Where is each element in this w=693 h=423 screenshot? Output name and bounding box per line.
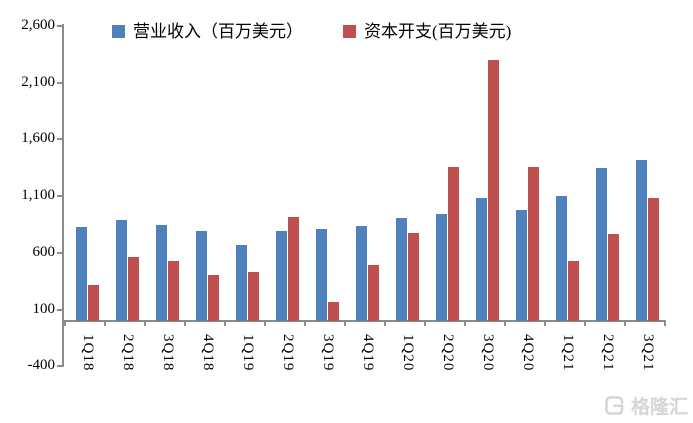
watermark: 格隆汇 — [602, 392, 688, 419]
capex-bar — [128, 257, 139, 321]
x-axis-label: 4Q20 — [520, 334, 536, 372]
watermark-text: 格隆汇 — [630, 397, 688, 418]
x-axis-label: 4Q18 — [200, 334, 216, 372]
gelonghui-logo-icon — [602, 393, 627, 418]
y-tick — [57, 251, 62, 254]
x-axis-label: 2Q19 — [280, 334, 296, 372]
capex-bar — [248, 272, 259, 321]
y-tick — [57, 308, 62, 311]
legend-swatch-icon — [112, 25, 125, 38]
x-tick — [463, 321, 466, 326]
capex-bar — [408, 233, 419, 321]
capex-bar — [288, 216, 299, 321]
revenue-bar — [476, 198, 487, 321]
chart-legend: 营业收入（百万美元） 资本开支(百万美元) — [112, 23, 511, 40]
y-tick — [57, 365, 62, 368]
x-axis-label: 2Q20 — [440, 334, 456, 372]
x-tick — [223, 321, 226, 326]
legend-label: 营业收入（百万美元） — [133, 22, 303, 41]
capex-bar — [208, 275, 219, 321]
x-axis-label: 2Q21 — [600, 334, 616, 372]
revenue-bar — [156, 224, 167, 321]
revenue-bar — [516, 209, 527, 321]
x-axis-label: 1Q18 — [80, 334, 96, 372]
y-tick — [57, 138, 62, 141]
y-axis-label: -400 — [27, 357, 56, 374]
x-tick — [383, 321, 386, 326]
x-tick — [103, 321, 106, 326]
revenue-bar — [196, 231, 207, 321]
revenue-bar — [276, 231, 287, 321]
legend-label: 资本开支(百万美元) — [364, 22, 512, 41]
x-axis-label: 1Q21 — [560, 334, 576, 372]
revenue-bar — [236, 244, 247, 321]
y-tick — [57, 81, 62, 84]
revenue-bar — [76, 226, 87, 321]
capex-bar — [168, 261, 179, 321]
revenue-bar — [396, 218, 407, 321]
x-tick — [343, 321, 346, 326]
y-axis-label: 1,600 — [21, 130, 55, 147]
x-tick — [543, 321, 546, 326]
y-axis-label: 1,100 — [21, 187, 55, 204]
revenue-bar — [316, 228, 327, 321]
legend-item-capex: 资本开支(百万美元) — [343, 23, 511, 40]
capex-bar — [568, 260, 579, 321]
legend-item-revenue: 营业收入（百万美元） — [112, 23, 303, 40]
x-axis-label: 3Q18 — [160, 334, 176, 372]
x-axis-label: 3Q21 — [640, 334, 656, 372]
x-axis-label: 4Q19 — [360, 334, 376, 372]
y-axis-label: 2,600 — [21, 17, 55, 33]
x-axis-label: 2Q18 — [120, 334, 136, 372]
y-axis-label: 2,100 — [21, 73, 55, 90]
y-tick — [57, 195, 62, 198]
revenue-bar — [436, 214, 447, 321]
capex-bar — [448, 167, 459, 321]
y-axis-line — [62, 24, 64, 368]
capex-bar — [608, 233, 619, 321]
capex-bar — [368, 265, 379, 321]
x-tick — [623, 321, 626, 326]
x-axis-label: 1Q19 — [240, 334, 256, 372]
x-axis-label: 3Q20 — [480, 334, 496, 372]
revenue-bar — [556, 195, 567, 321]
legend-swatch-icon — [343, 25, 356, 38]
capex-bar — [648, 198, 659, 321]
revenue-bar — [596, 168, 607, 321]
y-tick — [57, 25, 62, 27]
capex-bar — [528, 166, 539, 321]
x-tick — [183, 321, 186, 326]
y-axis-label: 600 — [32, 243, 56, 260]
x-tick — [663, 321, 666, 326]
x-axis-label: 1Q20 — [400, 334, 416, 372]
revenue-bar — [116, 220, 127, 321]
capex-bar — [328, 302, 339, 321]
revenue-bar — [636, 160, 647, 321]
x-axis-line — [62, 320, 666, 322]
x-tick — [503, 321, 506, 326]
revenue-bar — [356, 225, 367, 321]
x-tick — [63, 321, 66, 326]
x-tick — [303, 321, 306, 326]
y-axis-label: 100 — [32, 300, 56, 317]
x-axis-label: 3Q19 — [320, 334, 336, 372]
capex-bar — [488, 60, 499, 321]
x-tick — [143, 321, 146, 326]
x-tick — [423, 321, 426, 326]
x-tick — [263, 321, 266, 326]
x-tick — [583, 321, 586, 326]
capex-bar — [88, 285, 99, 321]
